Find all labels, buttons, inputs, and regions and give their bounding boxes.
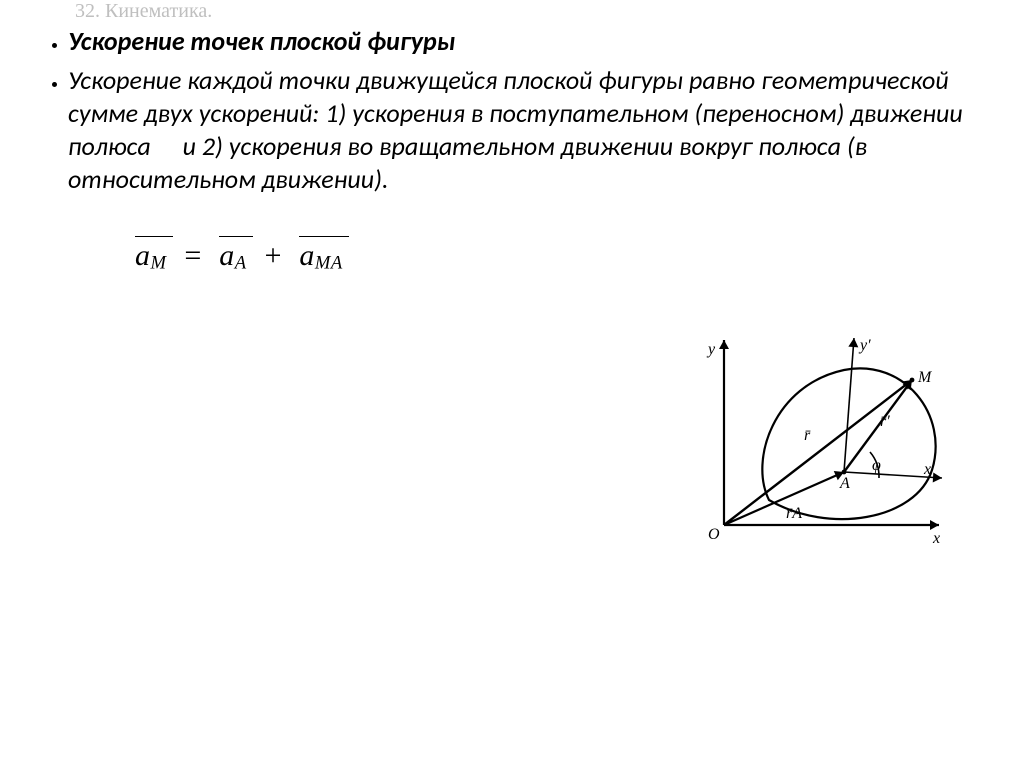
slide-title: Ускорение точек плоской фигуры xyxy=(68,25,455,57)
svg-text:x: x xyxy=(932,530,940,547)
svg-text:r̄′: r̄′ xyxy=(880,413,890,430)
svg-text:x′: x′ xyxy=(923,461,935,478)
formula-t1-sub: A xyxy=(235,252,247,273)
formula-t1-base: a xyxy=(219,239,235,272)
formula-t1: aA xyxy=(219,239,246,275)
svg-text:y: y xyxy=(706,341,716,358)
svg-text:r̄: r̄ xyxy=(804,427,811,444)
formula: aM = aA + aMA xyxy=(135,239,984,275)
svg-text:A: A xyxy=(839,475,850,492)
svg-text:φ: φ xyxy=(872,457,881,474)
formula-t2-sub: MA xyxy=(315,252,343,273)
kinematics-diagram: Ox y y′ x′ A Mr̄ r̄A r̄′ φ xyxy=(694,330,954,550)
formula-lhs-sub: M xyxy=(151,252,167,273)
bullet-list: Ускорение точек плоской фигуры Ускорение… xyxy=(40,25,984,197)
formula-lhs: aM xyxy=(135,239,167,275)
formula-t2-base: a xyxy=(299,239,315,272)
svg-text:O: O xyxy=(708,526,720,543)
svg-text:r̄A: r̄A xyxy=(786,505,802,522)
title-bullet: Ускорение точек плоской фигуры xyxy=(68,25,984,58)
slide-body: Ускорение каждой точки движущейся плоско… xyxy=(68,64,963,196)
formula-t2: aMA xyxy=(299,239,342,275)
formula-plus: + xyxy=(263,239,284,272)
formula-lhs-base: a xyxy=(135,239,151,272)
formula-eq: = xyxy=(183,239,204,272)
svg-text:M: M xyxy=(917,369,933,386)
body-bullet: Ускорение каждой точки движущейся плоско… xyxy=(68,64,984,197)
diagram-svg: Ox y y′ x′ A Mr̄ r̄A r̄′ φ xyxy=(694,330,954,550)
svg-text:y′: y′ xyxy=(858,337,871,354)
topic-line: 32. Кинематика. xyxy=(75,0,984,23)
